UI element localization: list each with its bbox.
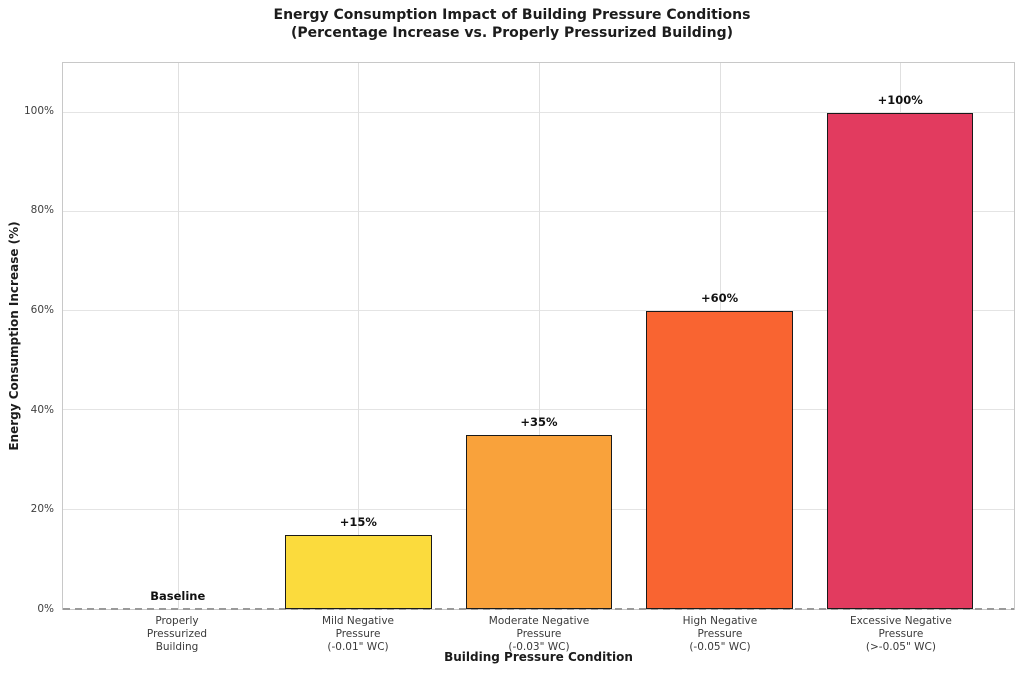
v-gridline <box>538 63 540 609</box>
bar-value-label: +60% <box>700 291 739 306</box>
bar-value-label: Baseline <box>150 589 206 603</box>
y-tick-label: 100% <box>23 104 54 117</box>
bar <box>465 435 613 609</box>
h-gridline <box>63 111 1014 113</box>
y-axis-label: Energy Consumption Increase (%) <box>7 221 21 451</box>
h-gridline <box>63 409 1014 411</box>
x-tick-label: Excessive Negative Pressure (>-0.05" WC) <box>849 615 952 653</box>
v-gridline <box>358 63 360 609</box>
bar-value-label: +100% <box>877 92 923 107</box>
x-tick-label: Mild Negative Pressure (-0.01" WC) <box>321 615 395 653</box>
bar-value-label: +35% <box>520 415 558 430</box>
y-tick-label: 60% <box>30 304 54 317</box>
plot-area: Baseline +15% +35% +60% +100% <box>62 62 1015 610</box>
bar-value-label: +15% <box>339 514 377 529</box>
h-gridline <box>63 310 1014 312</box>
x-tick-label: Moderate Negative Pressure (-0.03" WC) <box>488 615 590 653</box>
v-gridline <box>177 63 179 609</box>
y-tick-label: 20% <box>30 503 54 516</box>
bar <box>285 534 432 609</box>
h-gridline <box>63 210 1014 212</box>
chart-title-line2: (Percentage Increase vs. Properly Pressu… <box>290 25 733 41</box>
bar <box>646 311 793 609</box>
x-tick-label: Properly Pressurized Building <box>146 615 208 653</box>
x-tick-label: High Negative Pressure (-0.05" WC) <box>682 615 758 653</box>
bar <box>826 112 974 609</box>
y-tick-label: 40% <box>30 403 54 416</box>
y-tick-label: 0% <box>37 603 54 615</box>
chart-title: Energy Consumption Impact of Building Pr… <box>0 6 1024 42</box>
y-tick-label: 80% <box>30 204 54 217</box>
x-axis-label: Building Pressure Condition <box>444 650 633 664</box>
chart-title-line1: Energy Consumption Impact of Building Pr… <box>273 7 751 23</box>
baseline-dashed-line <box>63 608 1014 610</box>
